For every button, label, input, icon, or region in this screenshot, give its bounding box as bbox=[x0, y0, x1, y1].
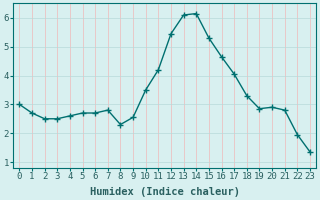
X-axis label: Humidex (Indice chaleur): Humidex (Indice chaleur) bbox=[90, 186, 240, 197]
